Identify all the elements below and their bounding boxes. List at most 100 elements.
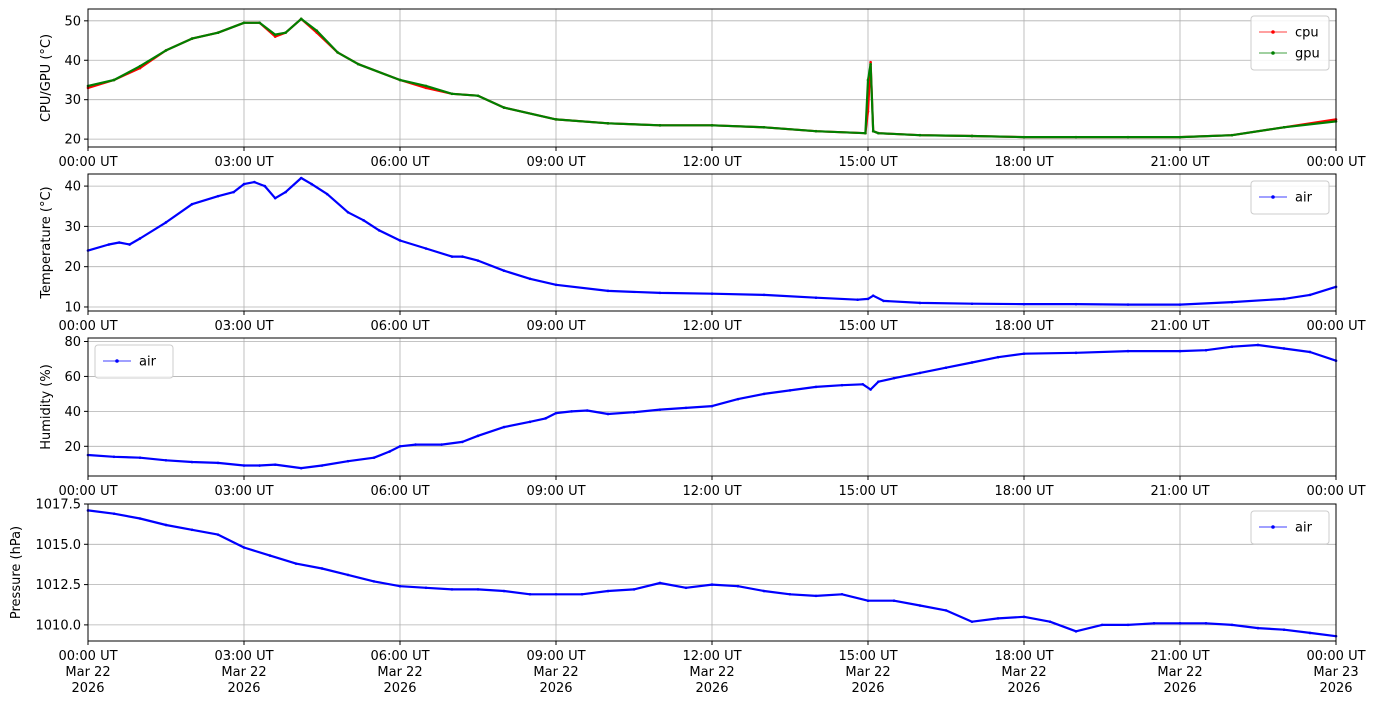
legend: cpu gpu [1250, 15, 1330, 71]
x-tick-label: Mar 22 [377, 665, 422, 680]
data-point-air [450, 255, 454, 258]
data-point-air [320, 567, 324, 570]
y-tick-label: 1017.5 [36, 498, 82, 513]
data-point-gpu [1126, 135, 1130, 139]
data-point-air [606, 589, 610, 593]
chart-panel-2: 10 20 30 40 00:00 UT 03:00 UT 06:00 UT 09:00 UT… [39, 173, 1366, 334]
data-point-air [1178, 621, 1182, 625]
data-point-air [388, 450, 391, 453]
data-point-air [1178, 303, 1182, 306]
x-tick-label: 06:00 UT [370, 319, 429, 334]
legend: air [94, 344, 174, 379]
data-point-air [164, 221, 168, 224]
x-tick-label: Mar 23 [1313, 665, 1358, 680]
y-tick-label: 1015.0 [36, 538, 82, 553]
data-point-gpu [1074, 135, 1078, 139]
data-point-air [944, 609, 948, 612]
data-point-gpu [299, 17, 303, 21]
data-point-air [840, 383, 844, 387]
data-point-air [606, 412, 610, 416]
x-tick-label: 2026 [1163, 681, 1196, 696]
data-point-gpu [502, 106, 506, 109]
x-tick-label: 21:00 UT [1150, 319, 1209, 334]
data-point-gpu [476, 94, 480, 98]
data-point-gpu [138, 64, 142, 68]
data-point-air [1204, 621, 1208, 625]
data-point-air [1308, 631, 1312, 635]
data-point-air [461, 440, 464, 444]
data-point-air [840, 592, 844, 596]
data-point-air [476, 434, 480, 438]
y-axis-label: Temperature (°C) [39, 186, 54, 299]
data-point-air [882, 299, 885, 303]
data-point-air [294, 562, 298, 565]
legend-marker-gpu [1271, 51, 1275, 55]
data-point-air [1074, 302, 1078, 306]
x-tick-label: 12:00 UT [682, 484, 741, 499]
data-point-gpu [112, 78, 116, 82]
data-point-air [1308, 350, 1312, 354]
y-tick-label: 1010.0 [36, 618, 82, 633]
x-tick-label: 00:00 UT [1306, 319, 1365, 334]
data-point-air [528, 277, 532, 281]
x-tick-label: 03:00 UT [214, 484, 273, 499]
data-point-gpu [877, 131, 880, 135]
data-point-gpu [315, 29, 319, 32]
data-point-air [658, 408, 662, 411]
legend-box [1250, 510, 1330, 545]
data-point-air [414, 443, 417, 446]
x-tick-label: 03:00 UT [214, 155, 273, 170]
data-point-air [107, 243, 111, 246]
x-tick-label: 00:00 UT [1306, 649, 1365, 664]
data-point-gpu [190, 37, 194, 40]
data-point-air [970, 302, 974, 306]
x-tick-label: 2026 [1007, 681, 1040, 696]
data-point-air [710, 292, 714, 295]
data-point-air [128, 243, 131, 246]
x-tick-label: 12:00 UT [682, 649, 741, 664]
x-tick-label: 18:00 UT [994, 319, 1053, 334]
data-point-gpu [398, 78, 402, 82]
data-point-air [138, 237, 142, 240]
data-point-air [762, 589, 766, 593]
chart-panel-3: 20 40 60 80 00:00 UT 03:00 UT 06:00 UT 09:00 UT… [39, 335, 1366, 499]
x-tick-label: 2026 [227, 681, 260, 696]
x-tick-label: 00:00 UT [58, 484, 117, 499]
x-tick-label: Mar 22 [689, 665, 734, 680]
data-point-air [528, 420, 532, 424]
x-tick-label: 2026 [851, 681, 884, 696]
y-axis-label: CPU/GPU (°C) [39, 34, 54, 122]
legend-label-air: air [139, 355, 157, 370]
data-point-gpu [273, 33, 277, 36]
data-point-air [554, 411, 558, 415]
data-point-air [1126, 349, 1130, 353]
data-point-air [476, 588, 480, 591]
legend: air [1250, 180, 1330, 215]
data-point-air [1230, 345, 1234, 349]
data-point-air [1074, 351, 1078, 355]
x-tick-label: 21:00 UT [1150, 649, 1209, 664]
data-point-air [762, 293, 766, 297]
data-point-air [263, 184, 267, 188]
x-tick-label: 03:00 UT [214, 319, 273, 334]
data-point-air [398, 239, 402, 242]
y-tick-label: 40 [64, 180, 81, 195]
y-tick-label: 40 [64, 54, 81, 69]
data-point-air [528, 592, 532, 596]
data-point-air [284, 190, 287, 194]
data-point-gpu [1282, 125, 1286, 129]
legend-label-air: air [1295, 191, 1313, 206]
data-point-air [788, 389, 792, 392]
data-point-air [736, 397, 740, 401]
data-point-gpu [258, 21, 261, 25]
data-point-air [892, 376, 896, 380]
data-point-air [892, 599, 896, 603]
x-tick-label: 00:00 UT [58, 155, 117, 170]
data-point-air [866, 297, 870, 301]
x-tick-label: 15:00 UT [838, 649, 897, 664]
data-point-air [398, 584, 402, 588]
x-tick-label: 2026 [539, 681, 572, 696]
legend-marker-air [115, 359, 119, 363]
data-point-gpu [1022, 135, 1026, 139]
x-tick-label: 00:00 UT [1306, 155, 1365, 170]
